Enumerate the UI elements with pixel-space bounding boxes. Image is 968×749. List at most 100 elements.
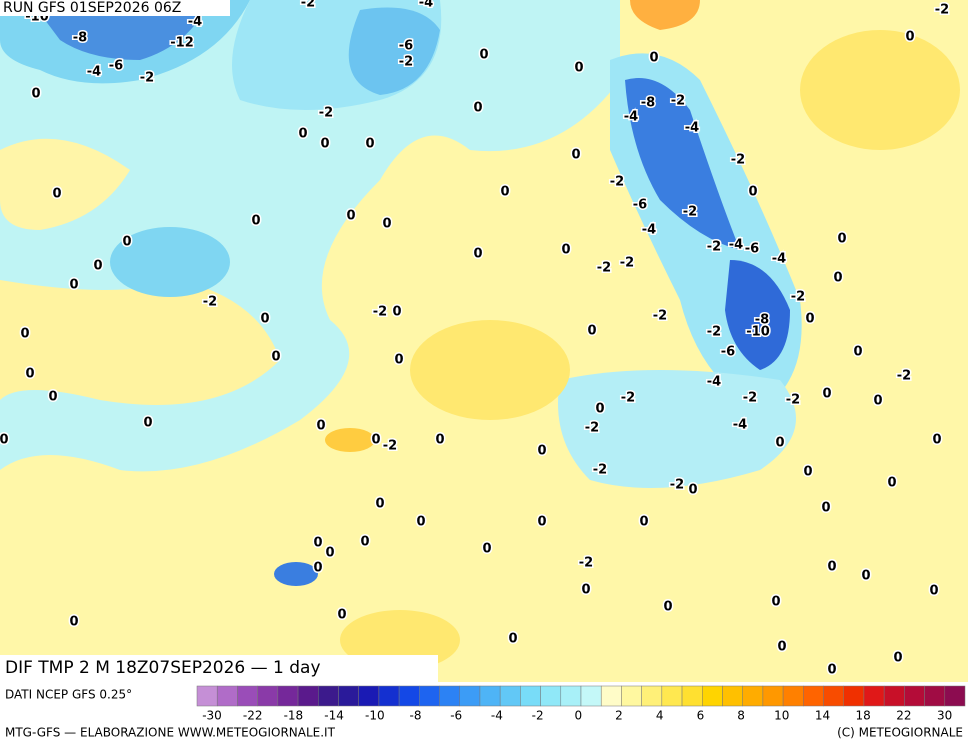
- contour-label: 0: [122, 235, 131, 250]
- colorbar-swatch: [419, 685, 440, 707]
- colorbar-swatch: [439, 685, 460, 707]
- contour-label: -2: [399, 55, 413, 70]
- contour-label: -4: [729, 238, 743, 253]
- contour-label: -8: [73, 31, 87, 46]
- colorbar-tick-label: 6: [697, 709, 705, 723]
- colorbar-tick-label: -18: [284, 709, 304, 723]
- contour-label: 0: [31, 87, 40, 102]
- colorbar-swatch: [580, 685, 602, 707]
- contour-label: 0: [537, 515, 546, 530]
- contour-label: 0: [251, 214, 260, 229]
- contour-label: -2: [593, 463, 607, 478]
- contour-labels: -10-8-4-12-4 -6-20-2 -4-6-2 000-20-8 -2-4-40…: [0, 0, 951, 679]
- contour-label: 0: [771, 595, 780, 610]
- colorbar-swatch: [479, 685, 501, 707]
- contour-label: -4: [733, 418, 747, 433]
- colorbar-swatch: [661, 685, 683, 707]
- contour-label: -2: [585, 421, 599, 436]
- contour-label: 0: [932, 433, 941, 448]
- contour-label: -2: [203, 295, 217, 310]
- contour-label: -2: [897, 369, 911, 384]
- contour-label: -4: [772, 252, 786, 267]
- contour-label: 0: [69, 615, 78, 630]
- contour-label: 0: [371, 433, 380, 448]
- contour-label: -2: [935, 3, 949, 18]
- colorbar-swatch: [803, 685, 824, 707]
- contour-label: 0: [929, 584, 938, 599]
- contour-label: 0: [392, 305, 401, 320]
- colorbar-tick-label: -6: [450, 709, 462, 723]
- colorbar-swatch: [237, 685, 258, 707]
- contour-label: 0: [537, 444, 546, 459]
- contour-label: -6: [399, 39, 413, 54]
- contour-label: 0: [52, 187, 61, 202]
- colorbar-swatch: [843, 685, 865, 707]
- colorbar-tick-label: 0: [574, 709, 582, 723]
- contour-label: -2: [707, 325, 721, 340]
- contour-label: 0: [48, 390, 57, 405]
- colorbar-swatch: [338, 685, 359, 707]
- contour-label: -12: [170, 36, 194, 51]
- contour-label: -4: [707, 375, 721, 390]
- colorbar-swatch: [560, 685, 582, 707]
- colorbar-tick-label: 14: [815, 709, 830, 723]
- contour-label: 0: [574, 61, 583, 76]
- contour-label: 0: [313, 536, 322, 551]
- contour-label: 0: [482, 542, 491, 557]
- source-label: DATI NCEP GFS 0.25°: [5, 688, 132, 702]
- colorbar-tick-label: -14: [324, 709, 344, 723]
- contour-label: -2: [670, 478, 684, 493]
- contour-label: -2: [671, 94, 685, 109]
- contour-label: 0: [360, 535, 369, 550]
- contour-label: 0: [320, 137, 329, 152]
- contour-label: 0: [837, 232, 846, 247]
- contour-label: 0: [821, 501, 830, 516]
- contour-label: 0: [561, 243, 570, 258]
- contour-label: 0: [887, 476, 896, 491]
- contour-label: 0: [508, 632, 517, 647]
- contour-label: -2: [597, 261, 611, 276]
- colorbar-swatch: [196, 685, 218, 707]
- contour-label: 0: [639, 515, 648, 530]
- contour-label: 0: [337, 608, 346, 623]
- contour-label: -2: [319, 106, 333, 121]
- colorbar-swatch: [823, 685, 844, 707]
- contour-label: 0: [313, 561, 322, 576]
- contour-label: 0: [748, 185, 757, 200]
- contour-label: -2: [301, 0, 315, 11]
- contour-label: 0: [595, 402, 604, 417]
- contour-label: 0: [394, 353, 403, 368]
- colorbar-tick-label: -10: [365, 709, 385, 723]
- contour-label: -6: [745, 242, 759, 257]
- contour-label: 0: [435, 433, 444, 448]
- contour-label: -2: [791, 290, 805, 305]
- contour-label: -2: [683, 205, 697, 220]
- contour-label: 0: [853, 345, 862, 360]
- colorbar-swatch: [863, 685, 885, 707]
- colorbar-swatch: [702, 685, 723, 707]
- colorbar-swatch: [378, 685, 400, 707]
- contour-label: 0: [271, 350, 280, 365]
- colorbar-tick-label: -8: [410, 709, 422, 723]
- contour-label: -4: [642, 223, 656, 238]
- colorbar-swatch: [520, 685, 541, 707]
- colorbar-swatch: [762, 685, 784, 707]
- colorbar-tick-label: 2: [615, 709, 623, 723]
- contour-label: -2: [786, 393, 800, 408]
- contour-label: 0: [260, 312, 269, 327]
- colorbar-swatch: [742, 685, 764, 707]
- contour-label: 0: [775, 436, 784, 451]
- colorbar-swatch: [499, 685, 521, 707]
- colorbar-swatch: [540, 685, 562, 707]
- colorbar-tick-label: 18: [856, 709, 871, 723]
- contour-label: -2: [621, 391, 635, 406]
- contour-label: 0: [777, 640, 786, 655]
- colorbar-swatch: [904, 685, 925, 707]
- colorbar-swatch: [924, 685, 946, 707]
- colorbar-swatch: [459, 685, 481, 707]
- contour-label: -2: [383, 439, 397, 454]
- contour-label: 0: [316, 419, 325, 434]
- colorbar-swatch: [681, 685, 703, 707]
- colorbar-swatch: [216, 685, 238, 707]
